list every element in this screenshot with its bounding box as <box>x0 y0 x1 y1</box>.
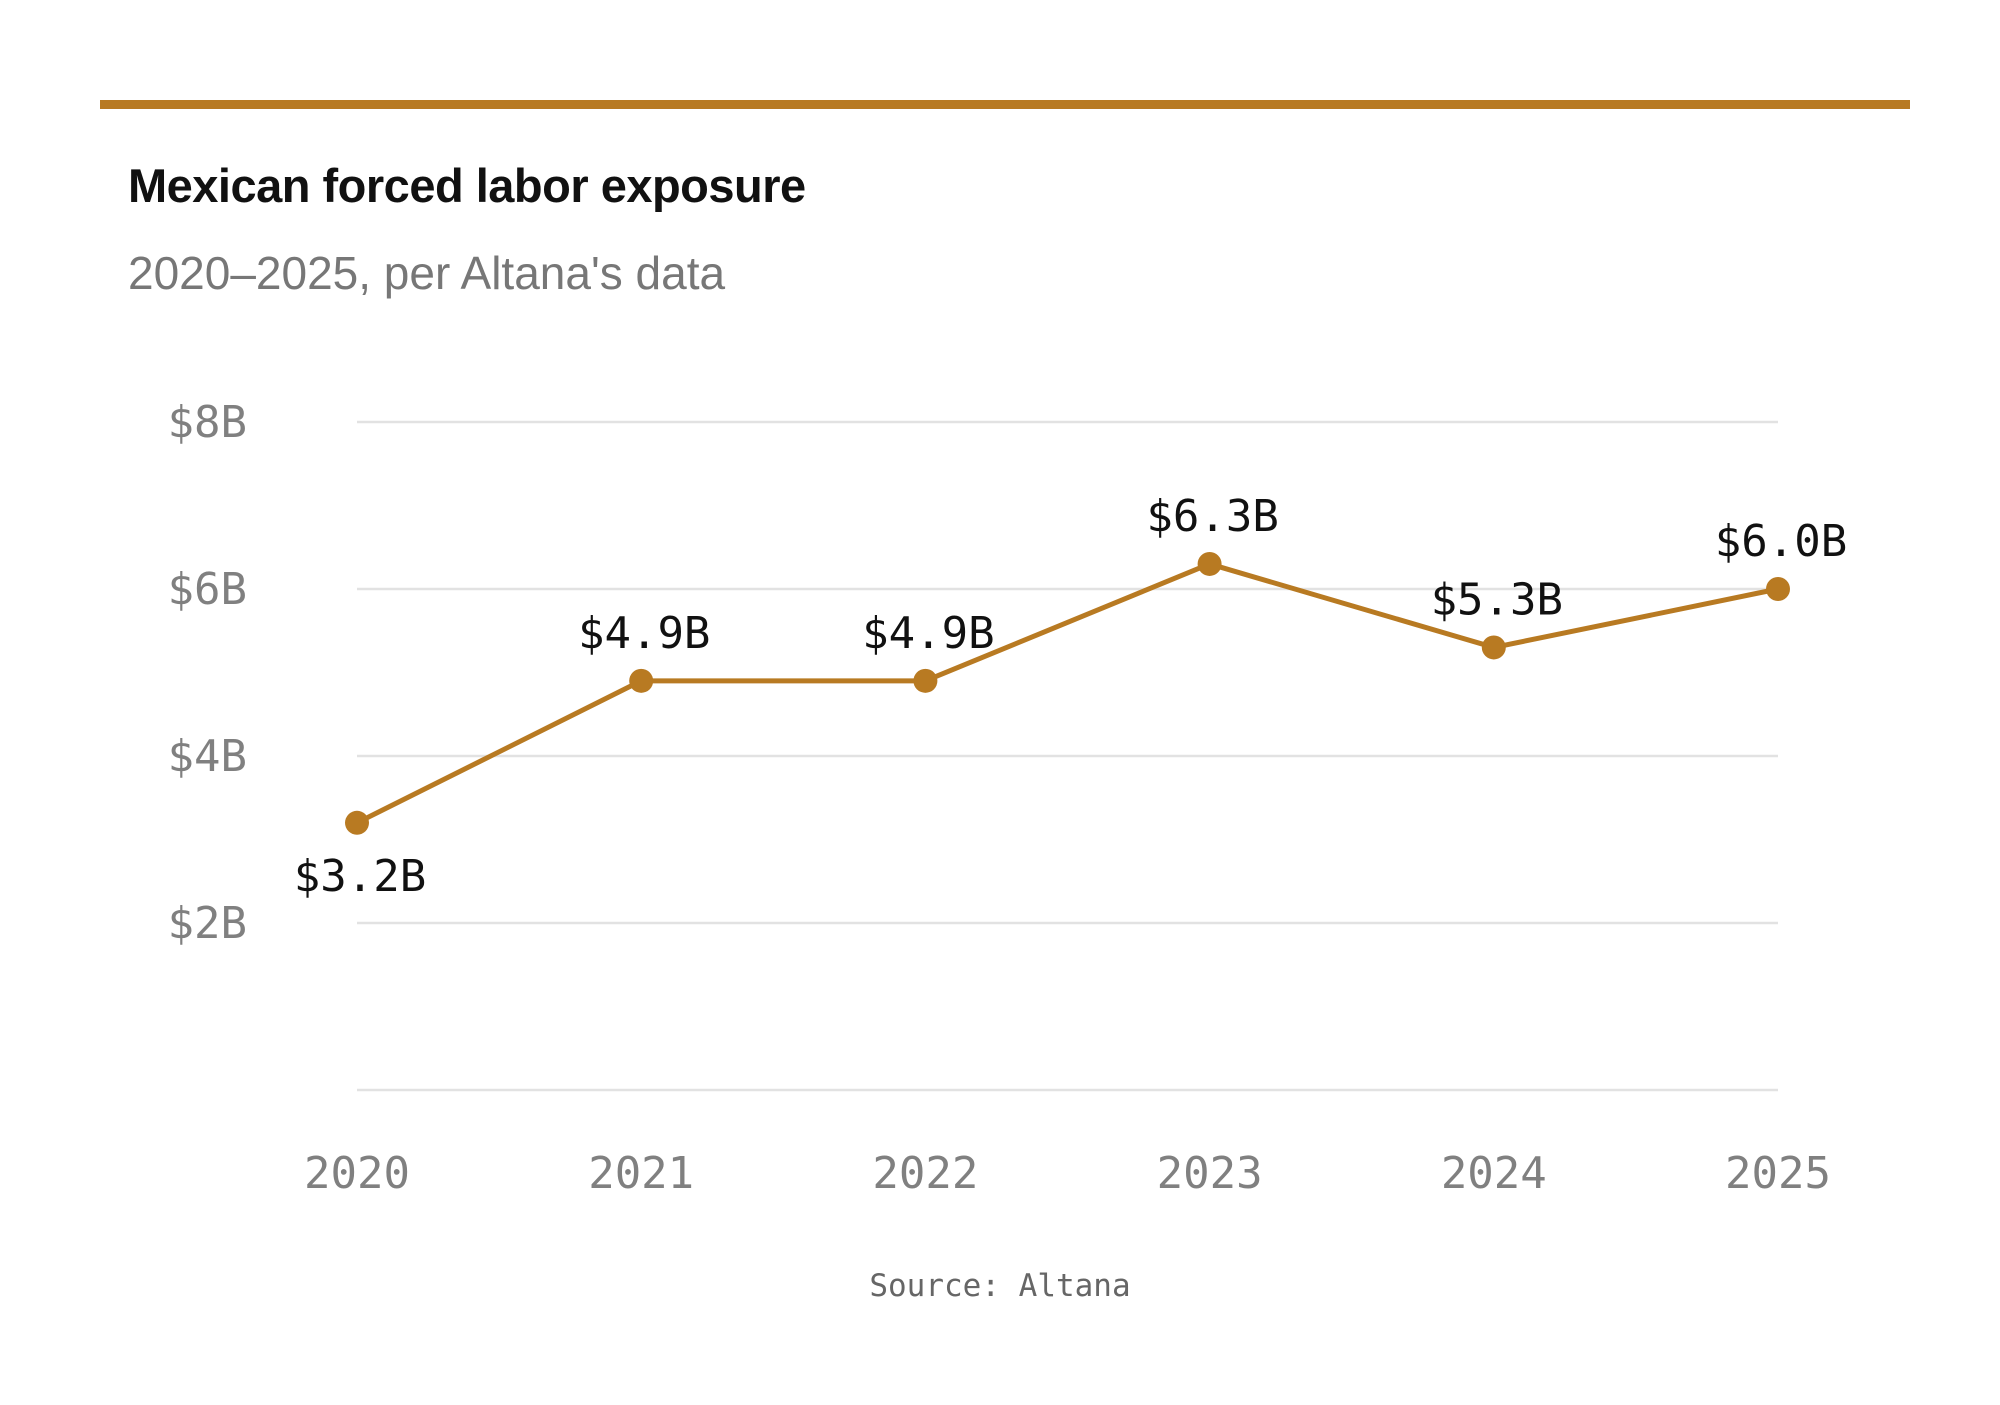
y-tick-label: $4B <box>168 731 247 782</box>
y-tick-label: $2B <box>168 898 247 949</box>
data-label: $6.3B <box>1146 491 1278 542</box>
data-points <box>345 551 1790 835</box>
data-point <box>1481 635 1506 660</box>
data-label: $4.9B <box>862 608 994 659</box>
series-line-group <box>354 561 1781 826</box>
data-point <box>913 668 938 693</box>
x-tick-label: 2025 <box>1725 1148 1831 1199</box>
data-label: $6.0B <box>1715 516 1847 567</box>
x-tick-label: 2022 <box>872 1148 978 1199</box>
y-tick-label: $6B <box>168 564 247 615</box>
data-label: $4.9B <box>578 608 710 659</box>
x-tick-label: 2021 <box>588 1148 694 1199</box>
data-point <box>1766 577 1790 601</box>
x-tick-label: 2024 <box>1441 1148 1547 1199</box>
data-point <box>629 668 654 693</box>
chart-title: Mexican forced labor exposure <box>128 159 806 212</box>
data-point <box>1197 551 1222 576</box>
series-line <box>354 561 1781 826</box>
y-tick-label: $8B <box>168 397 247 448</box>
x-tick-label: 2020 <box>304 1148 410 1199</box>
data-point <box>345 810 369 835</box>
data-label: $5.3B <box>1431 574 1563 625</box>
source-note: Source: Altana <box>869 1268 1131 1304</box>
chart-subtitle: 2020–2025, per Altana's data <box>128 247 726 299</box>
x-axis-ticks: 2020 2021 2022 2023 2024 2025 <box>304 1148 1831 1199</box>
y-axis-ticks: $2B $4B $6B $8B <box>168 397 247 949</box>
gridlines <box>357 420 1778 1092</box>
top-accent-rule <box>100 100 1910 109</box>
x-tick-label: 2023 <box>1157 1148 1263 1199</box>
data-labels: $3.2B $4.9B $4.9B $6.3B $5.3B $6.0B <box>294 491 1847 902</box>
data-label: $3.2B <box>294 851 426 902</box>
